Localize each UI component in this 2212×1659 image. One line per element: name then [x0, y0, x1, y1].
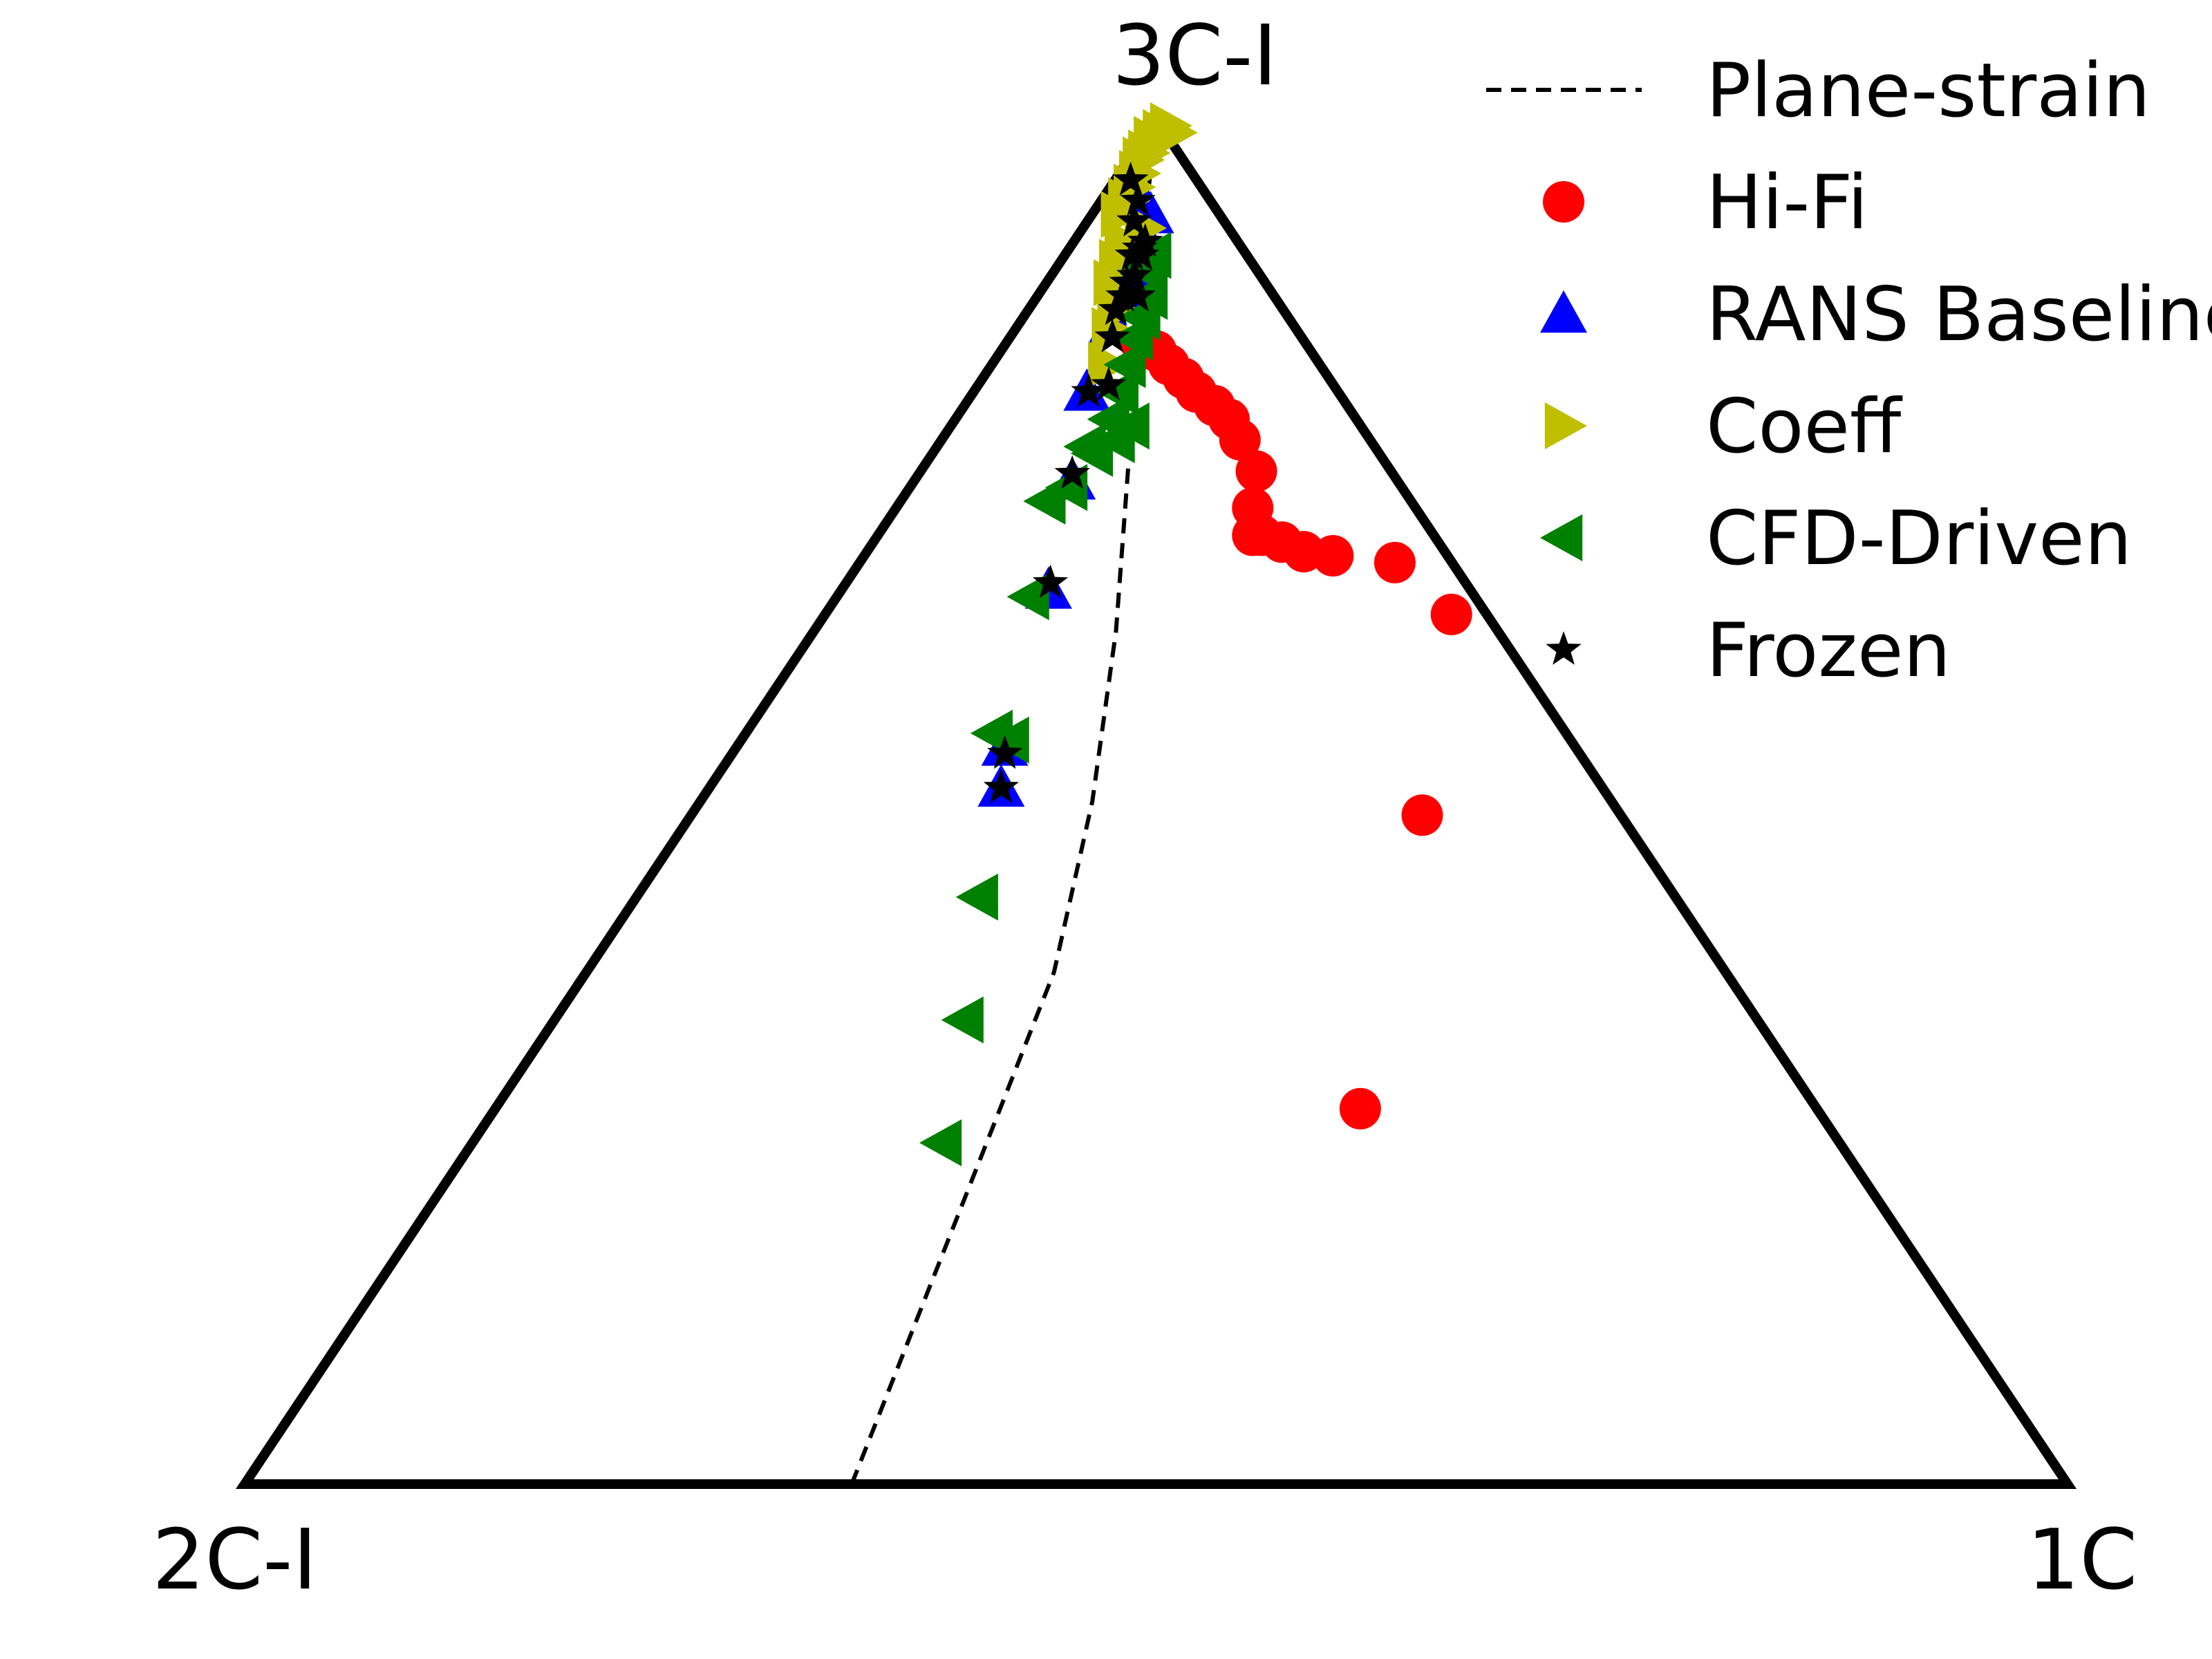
hi-fi-point	[1232, 487, 1274, 529]
cfd-driven-point	[1096, 368, 1138, 415]
frozen-point	[1112, 161, 1149, 196]
cfd-driven-point	[919, 1119, 962, 1167]
frozen-point	[1120, 277, 1156, 312]
vertex-label-2c-i: 2C-I	[152, 1512, 317, 1609]
hi-fi-series	[1121, 323, 1472, 1130]
frozen-point	[1105, 277, 1141, 312]
frozen-point	[1120, 182, 1156, 216]
hi-fi-point	[1430, 593, 1472, 635]
frozen-point	[1116, 257, 1152, 291]
frozen-point	[1054, 455, 1090, 489]
cfd-driven-series	[919, 232, 1172, 1167]
legend-item-hi-fi: Hi-Fi	[1543, 160, 1868, 246]
frozen-series	[983, 161, 1163, 803]
coeff-point	[1155, 109, 1198, 156]
legend-label-cfd-driven: CFD-Driven	[1706, 496, 2132, 582]
cfd-driven-point	[986, 716, 1029, 764]
cfd-driven-point	[955, 873, 998, 921]
frozen-point	[1127, 223, 1163, 257]
frozen-point	[983, 769, 1019, 803]
cfd-driven-point	[1103, 341, 1146, 388]
hi-fi-point	[1339, 1087, 1381, 1130]
series-layer	[850, 102, 1472, 1485]
frozen-point	[1032, 564, 1069, 599]
frozen-point	[1116, 203, 1152, 236]
legend-label-hi-fi: Hi-Fi	[1706, 160, 1868, 246]
hi-fi-point	[1235, 450, 1277, 492]
legend-label-frozen: Frozen	[1706, 608, 1951, 694]
cfd-driven-point	[1006, 573, 1049, 621]
frozen-point	[1071, 373, 1107, 407]
vertex-label-3c-i: 3C-I	[1112, 8, 1277, 104]
legend-item-coeff: Coeff	[1544, 384, 1903, 470]
frozen-point	[1094, 319, 1130, 353]
legend-label-coeff: Coeff	[1706, 384, 1903, 470]
frozen-point	[1123, 236, 1160, 271]
cfd-driven-point	[1107, 402, 1150, 450]
legend-label-plane-strain: Plane-strain	[1706, 48, 2150, 134]
hi-fi-point	[1374, 541, 1416, 583]
legend-swatch-frozen	[1546, 631, 1582, 665]
hi-fi-point	[1401, 794, 1443, 836]
legend-item-frozen: Frozen	[1546, 608, 1951, 694]
legend: Plane-strain Hi-Fi RANS Baseline Coeff CFD-D…	[1486, 48, 2212, 694]
frozen-point	[1091, 366, 1127, 400]
legend-swatch-cfd-driven	[1540, 514, 1583, 561]
legend-swatch-rans-baseline	[1540, 290, 1587, 333]
legend-swatch-hi-fi	[1543, 181, 1584, 223]
legend-swatch-coeff	[1544, 402, 1587, 449]
frozen-point	[987, 735, 1023, 769]
plot-area	[235, 102, 2077, 1489]
legend-item-cfd-driven: CFD-Driven	[1540, 496, 2132, 582]
vertex-label-1c: 1C	[2027, 1512, 2137, 1609]
cfd-driven-point	[941, 996, 984, 1044]
legend-item-rans-baseline: RANS Baseline	[1540, 272, 2212, 358]
legend-label-rans-baseline: RANS Baseline	[1706, 272, 2212, 358]
barycentric-triangle	[235, 110, 2077, 1489]
legend-item-plane-strain: Plane-strain	[1486, 48, 2150, 134]
